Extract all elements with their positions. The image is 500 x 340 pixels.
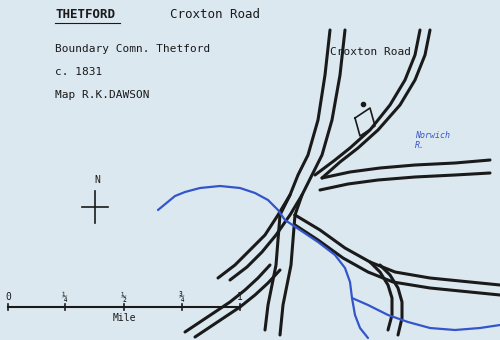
Text: 1: 1 [237, 292, 243, 302]
Text: Croxton Road: Croxton Road [170, 8, 260, 21]
Text: N: N [94, 175, 100, 185]
Text: ½: ½ [121, 292, 127, 302]
Text: THETFORD: THETFORD [55, 8, 115, 21]
Text: Croxton Road: Croxton Road [330, 47, 411, 57]
Text: Norwich
R.: Norwich R. [415, 131, 450, 150]
Text: Boundary Comn. Thetford: Boundary Comn. Thetford [55, 44, 210, 54]
Text: 0: 0 [5, 292, 11, 302]
Text: Mile: Mile [112, 313, 136, 323]
Text: Map R.K.DAWSON: Map R.K.DAWSON [55, 90, 150, 100]
Text: c. 1831: c. 1831 [55, 67, 102, 77]
Text: ¾: ¾ [179, 291, 185, 302]
Text: ¼: ¼ [62, 292, 68, 302]
